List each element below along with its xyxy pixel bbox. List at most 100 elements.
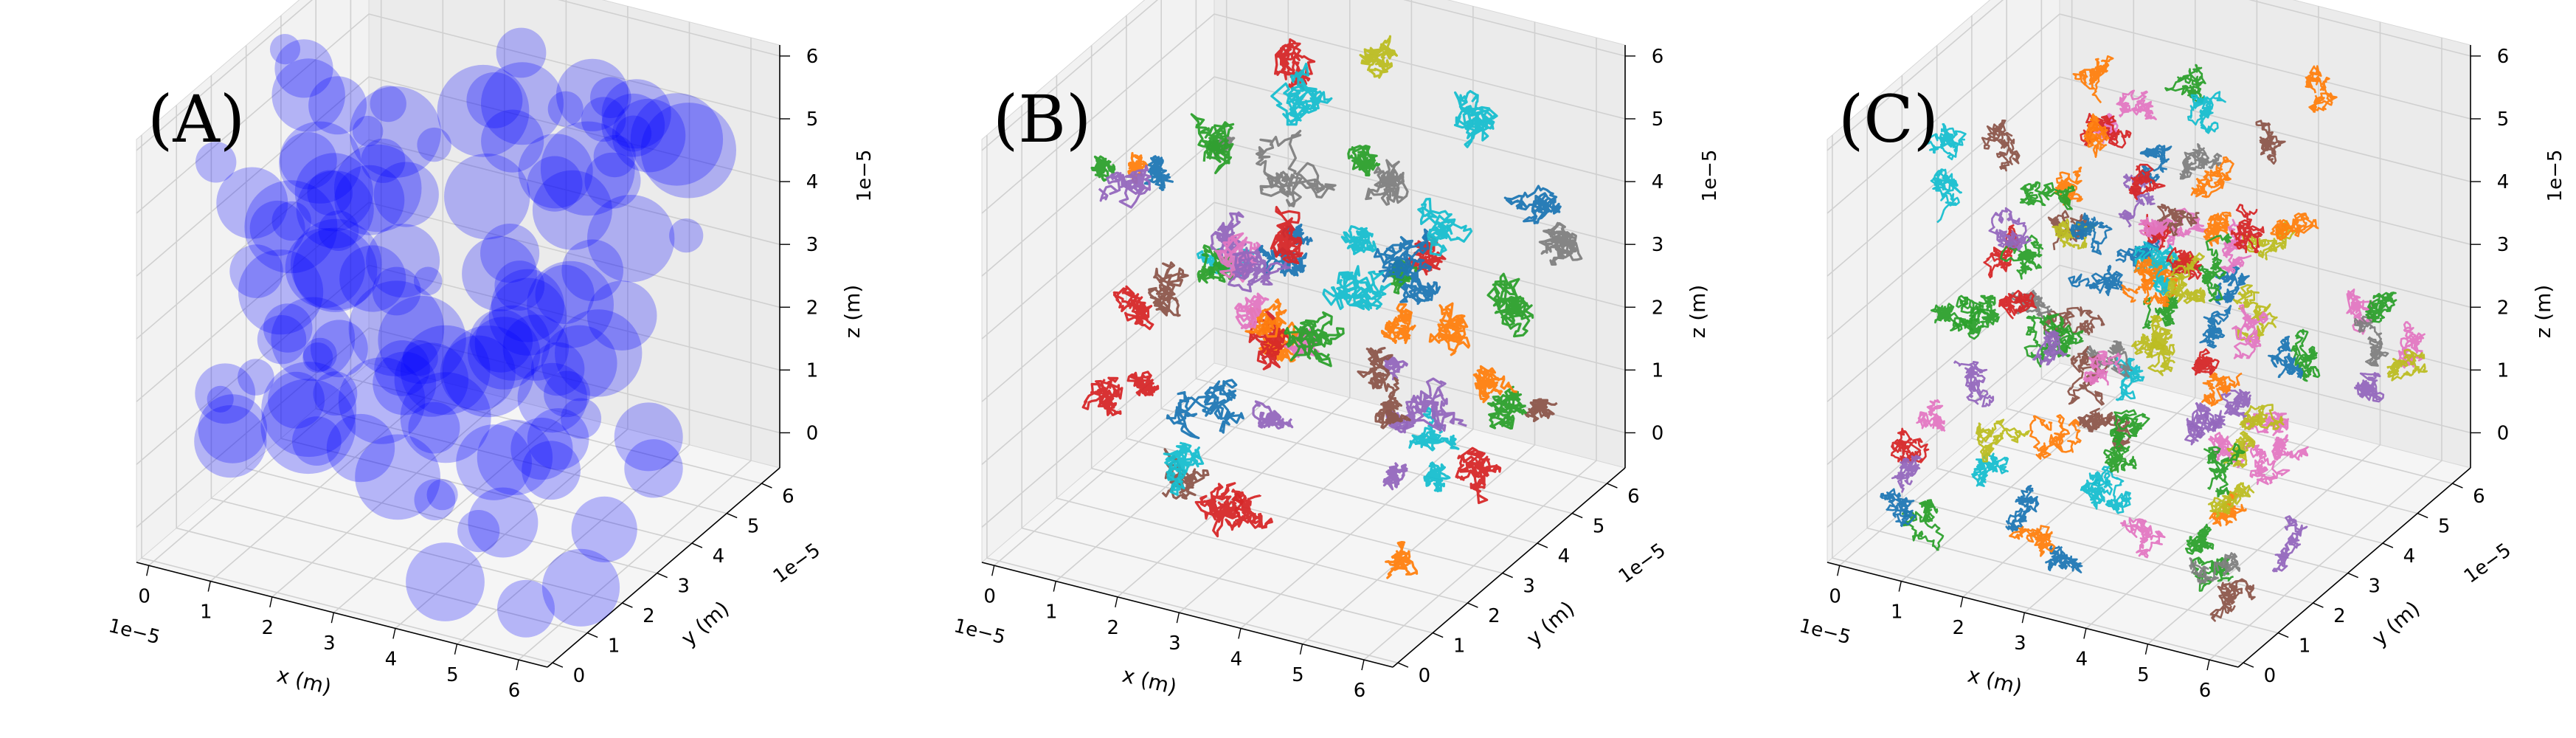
x-offset-text: 1e−5 <box>952 615 1008 649</box>
x-tick-label: 0 <box>983 585 996 607</box>
data-layer <box>1081 35 1583 579</box>
sphere <box>532 170 612 250</box>
x-axis-label: x (m) <box>1120 663 1179 700</box>
z-tick-label: 0 <box>1652 422 1664 444</box>
walk-trajectory <box>2365 292 2397 323</box>
walk-cluster <box>1391 258 1441 306</box>
walk-trajectory <box>2179 143 2223 180</box>
sphere <box>522 441 581 500</box>
z-axis-label: z (m) <box>2531 285 2555 339</box>
y-offset-text: 1e−5 <box>2460 539 2516 588</box>
walk-trajectory <box>1930 303 1974 332</box>
sphere <box>280 132 337 190</box>
sphere <box>462 236 537 311</box>
walk-trajectory <box>1956 294 2000 328</box>
sphere <box>374 340 430 396</box>
y-tick-mark <box>761 483 772 489</box>
sphere <box>271 297 356 382</box>
x-tick-mark <box>1238 628 1242 639</box>
y-tick-mark <box>1467 602 1478 608</box>
sphere <box>414 479 456 521</box>
sphere <box>269 34 301 65</box>
sphere <box>444 154 530 240</box>
x-tick-label: 5 <box>1292 664 1304 686</box>
walk-trajectory <box>2270 213 2319 241</box>
y-tick-label: 3 <box>2368 576 2381 598</box>
walk-trajectory <box>1976 418 2030 463</box>
sphere <box>590 77 631 118</box>
walk-trajectory <box>2043 306 2105 341</box>
walk-trajectory <box>2190 156 2234 199</box>
sphere <box>400 372 491 463</box>
walk-cluster <box>1194 482 1244 538</box>
y-tick-label: 4 <box>713 545 725 568</box>
sphere <box>466 72 523 128</box>
walk-cluster <box>1538 221 1583 266</box>
walk-trajectory <box>2088 465 2132 514</box>
sphere <box>355 434 440 520</box>
y-tick-mark <box>1432 632 1444 638</box>
gridline-z <box>1827 139 2471 339</box>
walk-cluster <box>1365 159 1409 206</box>
z-tick-label: 2 <box>2497 297 2510 319</box>
walk-cluster <box>1190 113 1235 174</box>
x-tick-mark <box>2083 628 2087 639</box>
walk-trajectory <box>2109 409 2150 443</box>
walk-trajectory <box>1880 488 1917 528</box>
y-tick-label: 5 <box>747 516 760 538</box>
sphere <box>437 64 530 157</box>
x-tick-mark <box>330 613 335 624</box>
z-tick-label: 3 <box>2497 234 2510 256</box>
x-tick-label: 2 <box>262 617 274 639</box>
gridline-z <box>981 76 1626 277</box>
z-tick-label: 5 <box>2497 108 2510 131</box>
sphere <box>402 340 438 376</box>
y-tick-label: 6 <box>782 486 794 508</box>
sphere <box>417 127 451 162</box>
sphere <box>527 408 589 470</box>
sphere <box>366 224 440 298</box>
x-tick-mark <box>991 565 995 576</box>
z-offset-text: 1e−5 <box>1699 150 1721 202</box>
walk-trajectory <box>2068 264 2126 297</box>
gridline-z <box>136 76 780 277</box>
gridline-z <box>1827 264 2471 466</box>
walk-cluster <box>1374 397 1411 430</box>
walk-trajectory <box>2077 407 2113 432</box>
walk-trajectory <box>2166 246 2202 280</box>
gridline-y <box>1056 75 1468 604</box>
walk-trajectory <box>2189 552 2241 585</box>
sphere <box>456 424 532 500</box>
gridline-x <box>333 0 567 613</box>
gridline-x <box>1117 0 1351 598</box>
sphere <box>443 325 535 418</box>
sphere <box>527 156 583 212</box>
gridline-y <box>245 45 657 574</box>
y-offset-text: 1e−5 <box>1615 539 1670 588</box>
walk-cluster <box>1428 302 1471 356</box>
sphere <box>497 579 555 638</box>
sphere <box>468 487 539 558</box>
y-tick-label: 5 <box>1593 516 1605 538</box>
walk-trajectory <box>2138 216 2174 238</box>
y-tick-mark <box>2347 572 2358 579</box>
sphere <box>474 305 550 381</box>
sphere <box>440 335 516 411</box>
walk-trajectory <box>2255 120 2286 165</box>
walk-cluster <box>1472 365 1517 404</box>
y-tick-mark <box>2243 662 2254 668</box>
x-axis-label: x (m) <box>1965 663 2024 700</box>
sphere <box>581 97 626 142</box>
sphere <box>373 162 439 227</box>
gridline-z <box>1827 13 2471 214</box>
sphere <box>370 85 406 123</box>
x-tick-label: 4 <box>2076 648 2088 670</box>
gridline-z <box>981 201 1626 402</box>
walk-cluster <box>1163 441 1205 496</box>
sphere <box>207 385 234 413</box>
sphere <box>229 244 283 298</box>
x-tick-mark <box>1176 613 1180 624</box>
gridline-z <box>136 139 780 339</box>
